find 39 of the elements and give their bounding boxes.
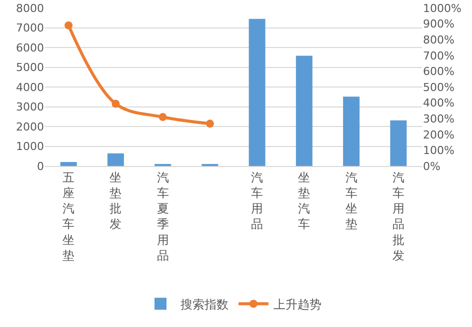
x-tick-label: 坐垫批发 <box>110 170 122 232</box>
y2-tick-label: 1000% <box>423 2 462 15</box>
y2-tick-label: 800% <box>423 33 454 46</box>
legend-label: 搜索指数 <box>180 297 228 312</box>
bar <box>390 120 407 166</box>
y2-tick-label: 200% <box>423 128 454 142</box>
bar <box>296 56 312 166</box>
y-tick-label: 1000 <box>16 140 44 154</box>
y-tick-label: 2000 <box>16 120 44 134</box>
y2-tick-label: 700% <box>423 49 454 62</box>
x-tick-label: 汽车夏季用品 <box>156 170 169 262</box>
point <box>112 100 120 108</box>
bar <box>343 96 360 166</box>
point <box>158 113 167 122</box>
point <box>64 21 73 30</box>
y2-tick-label: 100% <box>423 144 454 158</box>
y-tick-label: 3000 <box>16 100 44 114</box>
x-tick-label: 汽车坐垫 <box>345 170 358 232</box>
y-tick-label: 5000 <box>16 61 44 74</box>
point <box>206 120 214 128</box>
y2-tick-label: 500% <box>423 80 454 94</box>
bar <box>107 153 124 166</box>
y-tick-label: 8000 <box>16 2 44 15</box>
bar <box>248 18 266 166</box>
y-tick-label: 6000 <box>16 41 44 54</box>
y-tick-label: 7000 <box>16 22 44 35</box>
x-tick-label: 汽车用品批发 <box>392 170 404 262</box>
y2-tick-label: 0% <box>423 160 440 173</box>
y2-tick-label: 400% <box>423 96 454 110</box>
x-tick-label: 坐垫汽车 <box>298 170 310 232</box>
y2-tick-label: 900% <box>423 18 454 31</box>
x-tick-label: 汽车用品 <box>251 170 264 232</box>
y-tick-label: 0 <box>37 160 44 173</box>
y-tick-label: 4000 <box>16 80 44 94</box>
y2-tick-label: 300% <box>423 112 454 126</box>
y2-tick-label: 600% <box>423 65 454 78</box>
x-tick-label: 五座汽车坐垫 <box>62 170 75 262</box>
legend-label: 上升趋势 <box>274 297 322 312</box>
bar <box>60 162 77 166</box>
